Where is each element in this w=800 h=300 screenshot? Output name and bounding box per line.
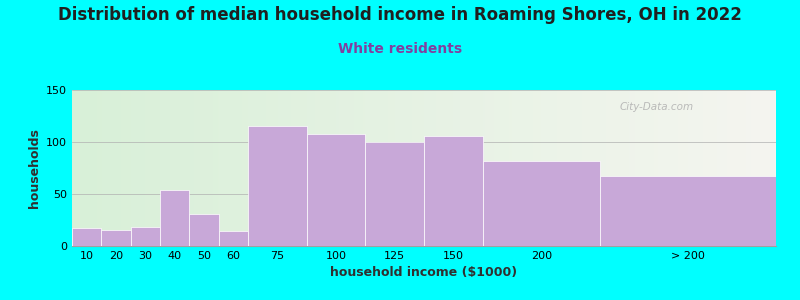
Bar — [190, 214, 218, 246]
Bar — [248, 126, 306, 246]
Bar — [160, 190, 190, 246]
Bar — [424, 136, 482, 246]
Y-axis label: households: households — [27, 128, 41, 208]
Bar — [130, 227, 160, 246]
Bar — [600, 176, 776, 246]
Bar — [482, 161, 600, 246]
Bar — [366, 142, 424, 246]
Bar — [218, 231, 248, 246]
Bar — [306, 134, 366, 246]
Text: City-Data.com: City-Data.com — [619, 103, 694, 112]
Text: White residents: White residents — [338, 42, 462, 56]
Bar — [102, 230, 130, 246]
X-axis label: household income ($1000): household income ($1000) — [330, 266, 518, 279]
Bar — [72, 228, 102, 246]
Text: Distribution of median household income in Roaming Shores, OH in 2022: Distribution of median household income … — [58, 6, 742, 24]
